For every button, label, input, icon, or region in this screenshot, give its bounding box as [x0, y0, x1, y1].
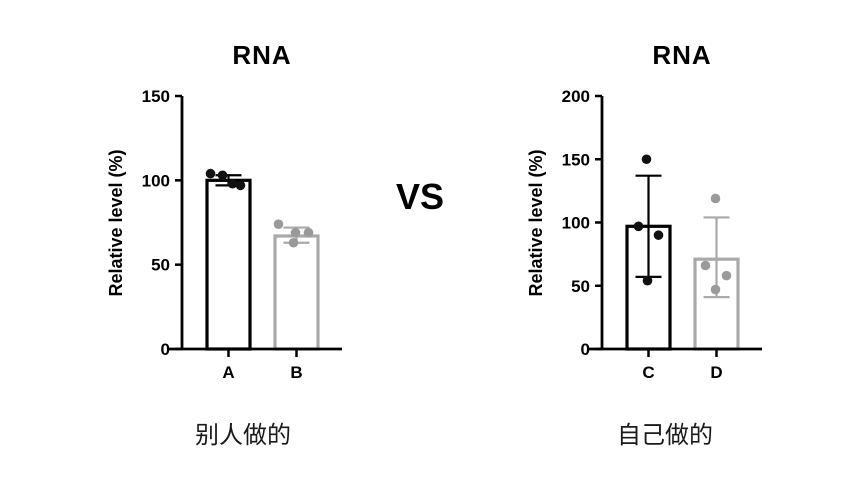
svg-text:50: 50	[151, 256, 170, 275]
svg-text:A: A	[222, 363, 234, 382]
svg-text:0: 0	[581, 340, 590, 359]
svg-text:0: 0	[161, 340, 170, 359]
caption-right: 自己做的	[617, 422, 713, 449]
vs-label: VS	[395, 176, 445, 217]
caption-left: 别人做的	[195, 422, 291, 449]
bar-chart-left: 0 50 100 150 A B	[142, 87, 342, 382]
svg-text:50: 50	[571, 277, 590, 296]
bar-chart-right: 0 50 100 150 200 C D	[562, 87, 762, 382]
svg-text:B: B	[290, 363, 302, 382]
svg-text:C: C	[642, 363, 654, 382]
svg-text:100: 100	[562, 214, 590, 233]
svg-text:200: 200	[562, 87, 590, 106]
chart-title-left: RNA	[232, 40, 292, 70]
y-axis-label-right: Relative level (%)	[526, 149, 546, 297]
svg-text:D: D	[710, 363, 722, 382]
chart-title-right: RNA	[652, 40, 712, 70]
svg-text:150: 150	[562, 150, 590, 169]
svg-text:150: 150	[142, 87, 170, 106]
y-axis-label-left: Relative level (%)	[106, 149, 126, 297]
svg-text:100: 100	[142, 171, 170, 190]
